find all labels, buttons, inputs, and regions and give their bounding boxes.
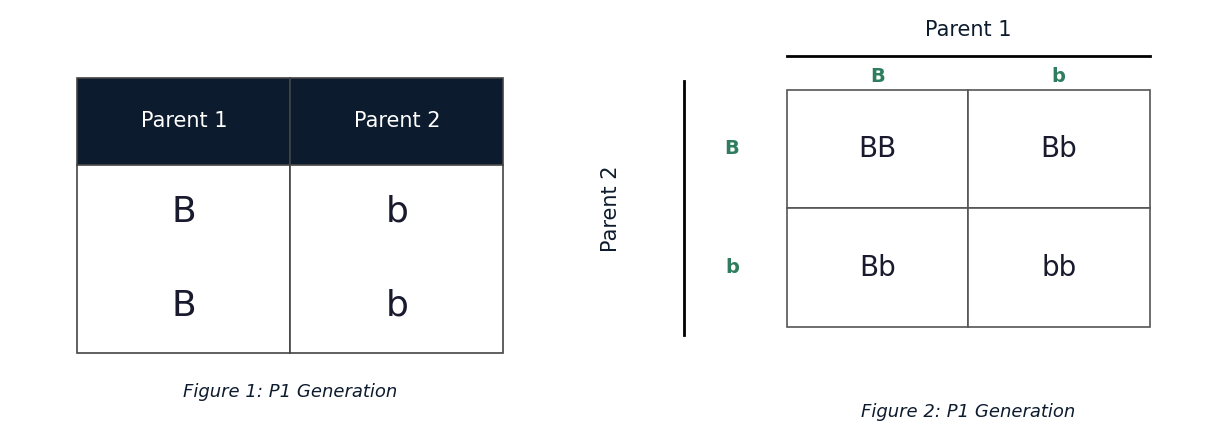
Text: b: b bbox=[725, 258, 739, 277]
Bar bbox=[77, 78, 290, 165]
Text: B: B bbox=[725, 140, 739, 158]
Bar bbox=[290, 165, 503, 353]
Text: Bb: Bb bbox=[1041, 135, 1077, 163]
Text: B: B bbox=[172, 195, 196, 229]
Bar bbox=[786, 90, 968, 208]
Text: Bb: Bb bbox=[859, 254, 895, 281]
Text: b: b bbox=[1051, 67, 1066, 87]
Text: Parent 2: Parent 2 bbox=[353, 112, 440, 132]
Bar bbox=[290, 78, 503, 165]
Text: bb: bb bbox=[1041, 254, 1077, 281]
Text: Parent 1: Parent 1 bbox=[924, 21, 1012, 40]
Text: BB: BB bbox=[858, 135, 897, 163]
Text: B: B bbox=[172, 289, 196, 323]
Bar bbox=[77, 165, 290, 353]
Text: Parent 2: Parent 2 bbox=[601, 165, 621, 252]
Text: Figure 2: P1 Generation: Figure 2: P1 Generation bbox=[860, 403, 1076, 421]
Bar bbox=[786, 208, 968, 327]
Text: b: b bbox=[386, 195, 408, 229]
Text: Parent 1: Parent 1 bbox=[140, 112, 227, 132]
Text: B: B bbox=[870, 67, 885, 87]
Bar bbox=[968, 90, 1150, 208]
Text: Figure 1: P1 Generation: Figure 1: P1 Generation bbox=[183, 383, 398, 401]
Text: b: b bbox=[386, 289, 408, 323]
Bar bbox=[968, 208, 1150, 327]
